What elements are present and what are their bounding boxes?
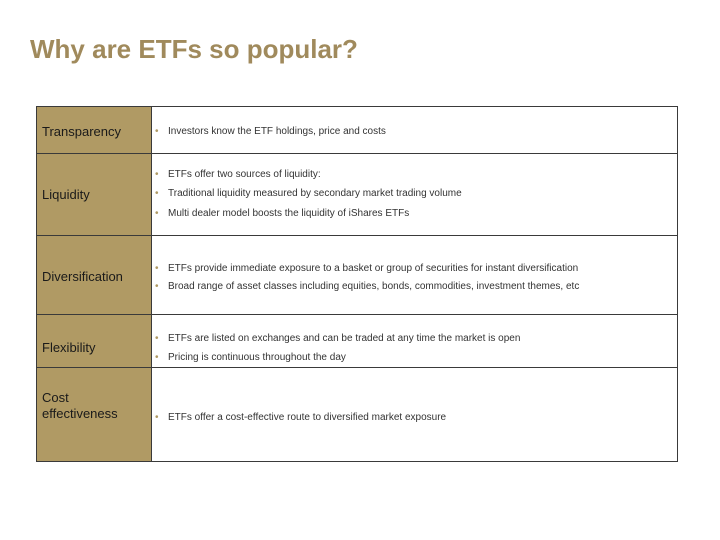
row-divider <box>37 153 677 154</box>
list-item: • Traditional liquidity measured by secon… <box>155 188 462 199</box>
bullet-icon: • <box>155 412 159 423</box>
list-item: • ETFs offer a cost-effective route to di… <box>155 412 447 423</box>
list-item: • Multi dealer model boosts the liquidity… <box>155 208 410 219</box>
category-cost-effectiveness: Cost effectiveness <box>42 390 118 421</box>
row-divider <box>37 367 677 368</box>
bullet-icon: • <box>155 188 159 199</box>
list-item: • ETFs are listed on exchanges and can be… <box>155 333 521 344</box>
category-column <box>37 107 151 461</box>
bullet-icon: • <box>155 333 159 344</box>
row-divider <box>37 314 677 315</box>
category-flexibility: Flexibility <box>42 340 96 355</box>
bullet-icon: • <box>155 263 159 274</box>
bullet-icon: • <box>155 281 159 292</box>
bullet-icon: • <box>155 126 159 137</box>
list-item: • Investors know the ETF holdings, price … <box>155 126 386 137</box>
category-liquidity: Liquidity <box>42 187 90 202</box>
bullet-icon: • <box>155 169 159 180</box>
row-divider <box>37 235 677 236</box>
etf-benefits-table: Transparency • Investors know the ETF hol… <box>36 106 678 462</box>
list-item: • ETFs provide immediate exposure to a ba… <box>155 263 579 274</box>
list-item: • Pricing is continuous throughout the da… <box>155 352 346 363</box>
list-item: • ETFs offer two sources of liquidity: <box>155 169 321 180</box>
list-item: • Broad range of asset classes including … <box>155 281 580 292</box>
category-transparency: Transparency <box>42 124 121 139</box>
category-diversification: Diversification <box>42 269 123 284</box>
column-divider <box>151 107 152 461</box>
bullet-icon: • <box>155 352 159 363</box>
slide-title: Why are ETFs so popular? <box>30 34 358 64</box>
bullet-icon: • <box>155 208 159 219</box>
